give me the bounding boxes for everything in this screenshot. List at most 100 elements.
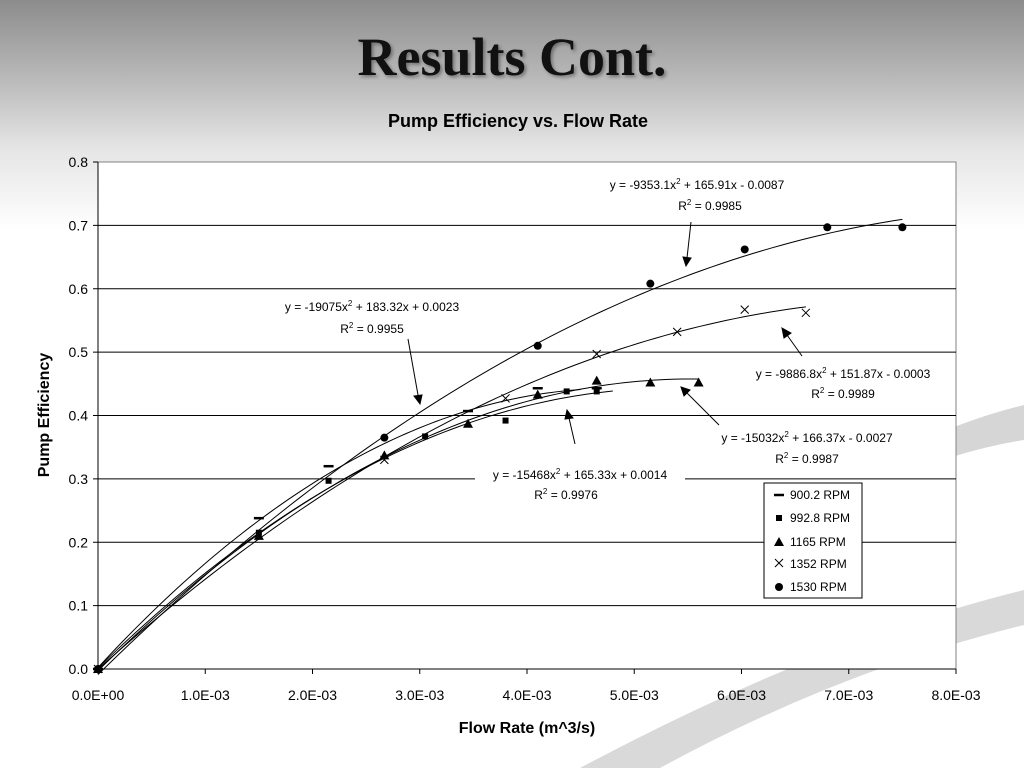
equation-text: y = -19075x <box>285 300 348 314</box>
arrow-1165-rpm <box>680 386 720 426</box>
annotation-arrows <box>407 221 803 445</box>
data-point-triangle <box>463 418 474 428</box>
r2-exponent: 2 <box>543 487 548 496</box>
axes <box>93 161 957 674</box>
data-point-cross <box>801 308 811 318</box>
data-point-triangle <box>532 389 543 399</box>
r2-value: = 0.9985 <box>691 199 742 213</box>
chart-title: Pump Efficiency vs. Flow Rate <box>388 111 648 131</box>
y-tick-labels: 0.0 0.1 0.2 0.3 0.4 0.5 0.6 0.7 0.8 <box>69 154 89 677</box>
equation-backing <box>475 464 685 484</box>
legend-triangle-marker <box>774 537 784 546</box>
y-tick-label: 0.3 <box>69 471 89 487</box>
data-point-triangle <box>253 530 264 540</box>
equation-text: y = -9886.8x <box>756 367 822 381</box>
y-tick-label: 0.5 <box>69 344 89 360</box>
svg-text:R2 = 0.9955: R2 = 0.9955 <box>340 321 404 336</box>
data-point-cross <box>501 394 510 403</box>
data-point-cross <box>380 455 389 465</box>
equation-text: + 165.91x - 0.0087 <box>681 178 785 192</box>
data-point-circle <box>533 341 542 350</box>
y-tick-label: 0.7 <box>69 217 89 233</box>
equation-text: y = -15032x <box>721 431 784 445</box>
trendline-1165-rpm <box>97 378 699 672</box>
legend-circle-marker <box>775 583 783 591</box>
r2-exponent: 2 <box>687 198 692 207</box>
data-point-square <box>422 433 429 440</box>
svg-text:y = -9886.8x2 + 151.87x - 0.00: y = -9886.8x2 + 151.87x - 0.0003 <box>756 366 931 381</box>
r2-exponent: 2 <box>349 321 354 330</box>
r2-label: R <box>811 387 820 401</box>
legend-cross-marker <box>774 558 784 568</box>
data-point-cross <box>672 327 682 337</box>
data-point-square <box>593 388 600 395</box>
y-axis-label: Pump Efficiency <box>36 353 53 478</box>
equation-exponent: 2 <box>784 430 789 439</box>
arrow-900-2-rpm <box>564 408 576 445</box>
data-point-circle <box>740 245 749 254</box>
r2-label: R <box>340 322 349 336</box>
data-point-triangle <box>693 377 704 387</box>
equation-1165-rpm: y = -15032x2 + 166.37x - 0.0027 R2 = 0.9… <box>721 430 893 466</box>
r2-label: R <box>775 452 784 466</box>
y-tick-label: 0.0 <box>69 661 89 677</box>
equation-exponent: 2 <box>348 299 353 308</box>
svg-text:R2 = 0.9987: R2 = 0.9987 <box>775 451 839 466</box>
equation-1352-rpm: y = -9886.8x2 + 151.87x - 0.0003 R2 = 0.… <box>756 366 931 401</box>
x-tick-label: 6.0E-03 <box>717 687 766 703</box>
data-point-cross <box>740 305 750 315</box>
data-point-circle <box>823 223 832 232</box>
equation-1530-rpm: y = -9353.1x2 + 165.91x - 0.0087 R2 = 0.… <box>610 177 785 213</box>
equation-text: + 165.33x + 0.0014 <box>560 468 667 482</box>
legend-label: 900.2 RPM <box>790 488 850 502</box>
x-tick-label: 4.0E-03 <box>502 687 551 703</box>
y-tick-label: 0.2 <box>69 534 89 550</box>
r2-value: = 0.9976 <box>547 488 598 502</box>
x-tick-label: 1.0E-03 <box>181 687 230 703</box>
trendline-1352-rpm <box>97 306 806 670</box>
equation-text: + 183.32x + 0.0023 <box>352 300 459 314</box>
y-tick-label: 0.4 <box>69 408 89 424</box>
legend-label: 1530 RPM <box>790 580 847 594</box>
svg-text:R2 = 0.9985: R2 = 0.9985 <box>678 198 742 213</box>
svg-text:R2 = 0.9976: R2 = 0.9976 <box>534 487 598 502</box>
r2-exponent: 2 <box>784 451 789 460</box>
x-tick-label: 5.0E-03 <box>610 687 659 703</box>
r2-label: R <box>678 199 687 213</box>
r2-label: R <box>534 488 543 502</box>
svg-text:y = -15032x2 + 166.37x - 0.002: y = -15032x2 + 166.37x - 0.0027 <box>721 430 893 445</box>
r2-value: = 0.9989 <box>824 387 875 401</box>
slide-title: Results Cont. <box>357 27 667 87</box>
legend-item-992-8-rpm: 992.8 RPM <box>776 511 850 525</box>
trendline-1530-rpm <box>97 218 903 675</box>
legend-item-1165-rpm: 1165 RPM <box>774 535 846 549</box>
legend-item-900-2-rpm: 900.2 RPM <box>774 488 850 502</box>
arrow-1352-rpm <box>781 327 803 357</box>
svg-text:y = -9353.1x2 + 165.91x - 0.00: y = -9353.1x2 + 165.91x - 0.0087 <box>610 177 785 192</box>
x-axis-label: Flow Rate (m^3/s) <box>459 720 595 737</box>
y-tick-label: 0.6 <box>69 281 89 297</box>
data-point-cross <box>592 349 602 359</box>
arrow-992-8-rpm <box>407 338 423 406</box>
x-tick-labels: 0.0E+00 1.0E-03 2.0E-03 3.0E-03 4.0E-03 5.0E-… <box>72 687 981 703</box>
equation-text: + 166.37x - 0.0027 <box>789 431 893 445</box>
legend-label: 1165 RPM <box>790 535 846 549</box>
data-point-circle <box>380 433 389 442</box>
equation-text: y = -15468x <box>493 468 556 482</box>
legend-item-1530-rpm: 1530 RPM <box>775 580 847 594</box>
y-tick-label: 0.1 <box>69 598 89 614</box>
data-point-circle <box>898 223 907 232</box>
equation-text: y = -9353.1x <box>610 178 676 192</box>
svg-text:y = -19075x2 + 183.32x + 0.002: y = -19075x2 + 183.32x + 0.0023 <box>285 299 460 314</box>
data-point-triangle <box>591 375 602 385</box>
svg-text:y = -15468x2 + 165.33x + 0.001: y = -15468x2 + 165.33x + 0.0014 <box>493 467 668 482</box>
data-point-circle <box>646 279 655 288</box>
equation-text: + 151.87x - 0.0003 <box>827 367 931 381</box>
x-tick-label: 7.0E-03 <box>824 687 873 703</box>
legend: 900.2 RPM 992.8 RPM 1165 RPM 1352 RPM 15… <box>763 482 863 599</box>
svg-text:R2 = 0.9989: R2 = 0.9989 <box>811 386 875 401</box>
x-tick-label: 0.0E+00 <box>72 687 125 703</box>
x-tick-label: 8.0E-03 <box>931 687 980 703</box>
x-tick-label: 2.0E-03 <box>288 687 337 703</box>
data-point-square <box>502 417 509 424</box>
